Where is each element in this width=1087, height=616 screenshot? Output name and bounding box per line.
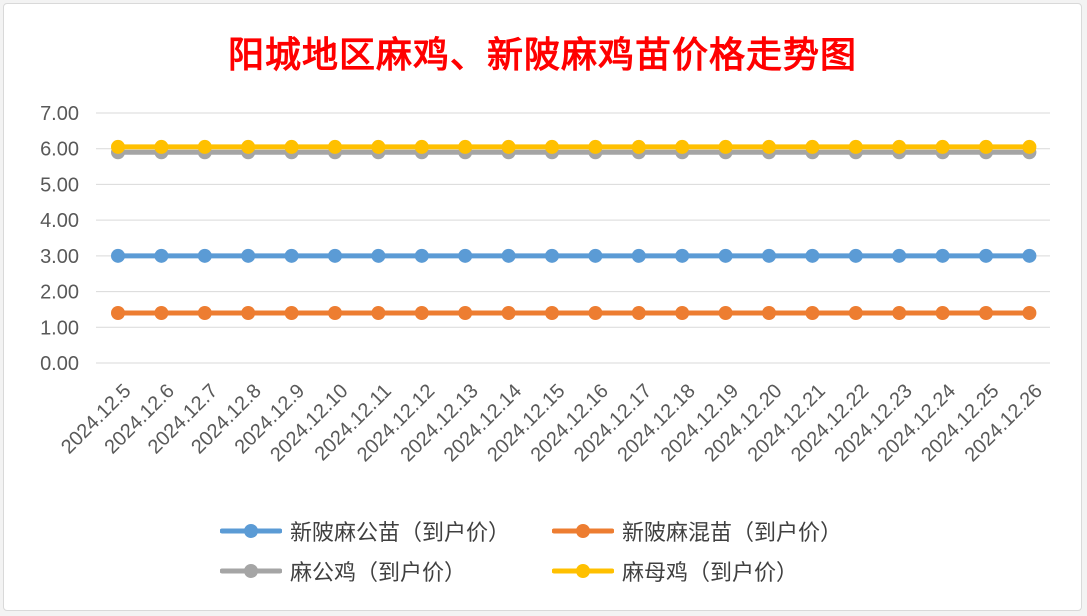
data-point [458,139,473,154]
legend-label: 新陂麻混苗（到户价） [622,521,843,546]
data-point [414,139,429,154]
data-point [631,248,646,263]
data-point [111,248,125,263]
legend-item: 新陂麻公苗（到户价） [220,516,510,546]
data-point [588,248,603,263]
data-point [545,139,559,154]
data-point [371,306,386,320]
data-point [501,306,516,320]
data-point [718,248,733,263]
legend-marker [576,564,590,578]
data-point [458,306,473,320]
data-point [328,139,342,154]
data-point [892,139,907,154]
data-point [979,139,993,154]
legend-item: 新陂麻混苗（到户价） [552,516,842,546]
data-point [848,139,863,154]
legend-swatch [220,564,282,578]
data-point [848,248,863,263]
data-point [241,139,256,154]
data-point [414,248,429,263]
legend-marker [576,524,590,538]
legend-swatch [552,524,614,538]
legend-label: 麻母鸡（到户价） [622,561,799,586]
data-point [154,306,169,320]
data-point [935,306,950,320]
y-tick-label: 3.00 [40,246,79,268]
y-tick-label: 4.00 [40,210,79,232]
data-point [197,248,212,263]
data-point [805,306,820,320]
y-tick-label: 0.00 [40,353,79,375]
chart-title: 阳城地区麻鸡、新陂麻鸡苗价格走势图 [227,34,857,76]
y-tick-label: 5.00 [40,174,79,196]
legend-swatch [552,564,614,578]
data-point [414,306,429,320]
data-point [197,306,212,320]
data-point [935,139,950,154]
data-point [805,139,820,154]
legend-swatch [220,524,282,538]
data-point [371,248,386,263]
y-tick-label: 2.00 [40,282,79,304]
y-tick-label: 6.00 [40,139,79,161]
data-point [805,248,820,263]
data-point [371,139,386,154]
data-point [588,139,603,154]
legend-label: 新陂麻公苗（到户价） [290,521,511,546]
legend-marker [244,564,258,578]
data-point [762,139,776,154]
data-point [718,306,733,320]
data-point [848,306,863,320]
data-point [631,306,646,320]
data-point [588,306,603,320]
data-point [328,306,342,320]
data-point [284,306,299,320]
data-point [501,248,516,263]
data-point [675,248,690,263]
data-point [718,139,733,154]
data-point [501,139,516,154]
data-point [111,139,125,154]
data-point [675,139,690,154]
data-point [111,306,125,320]
data-point [545,306,559,320]
data-point [458,248,473,263]
data-point [197,139,212,154]
data-point [1022,139,1037,154]
data-point [545,248,559,263]
data-point [935,248,950,263]
data-point [631,139,646,154]
data-point [892,248,907,263]
data-point [284,139,299,154]
data-point [979,306,993,320]
data-point [762,306,776,320]
legend-item: 麻母鸡（到户价） [552,556,798,586]
data-point [1022,306,1037,320]
data-point [154,139,169,154]
data-point [154,248,169,263]
data-point [241,306,256,320]
data-point [892,306,907,320]
data-point [284,248,299,263]
data-point [675,306,690,320]
data-point [241,248,256,263]
data-point [1022,248,1037,263]
legend-label: 麻公鸡（到户价） [290,561,467,586]
y-tick-label: 7.00 [40,103,79,125]
data-point [328,248,342,263]
legend-item: 麻公鸡（到户价） [220,556,466,586]
y-tick-label: 1.00 [40,317,79,339]
legend-marker [244,524,258,538]
data-point [762,248,776,263]
data-point [979,248,993,263]
